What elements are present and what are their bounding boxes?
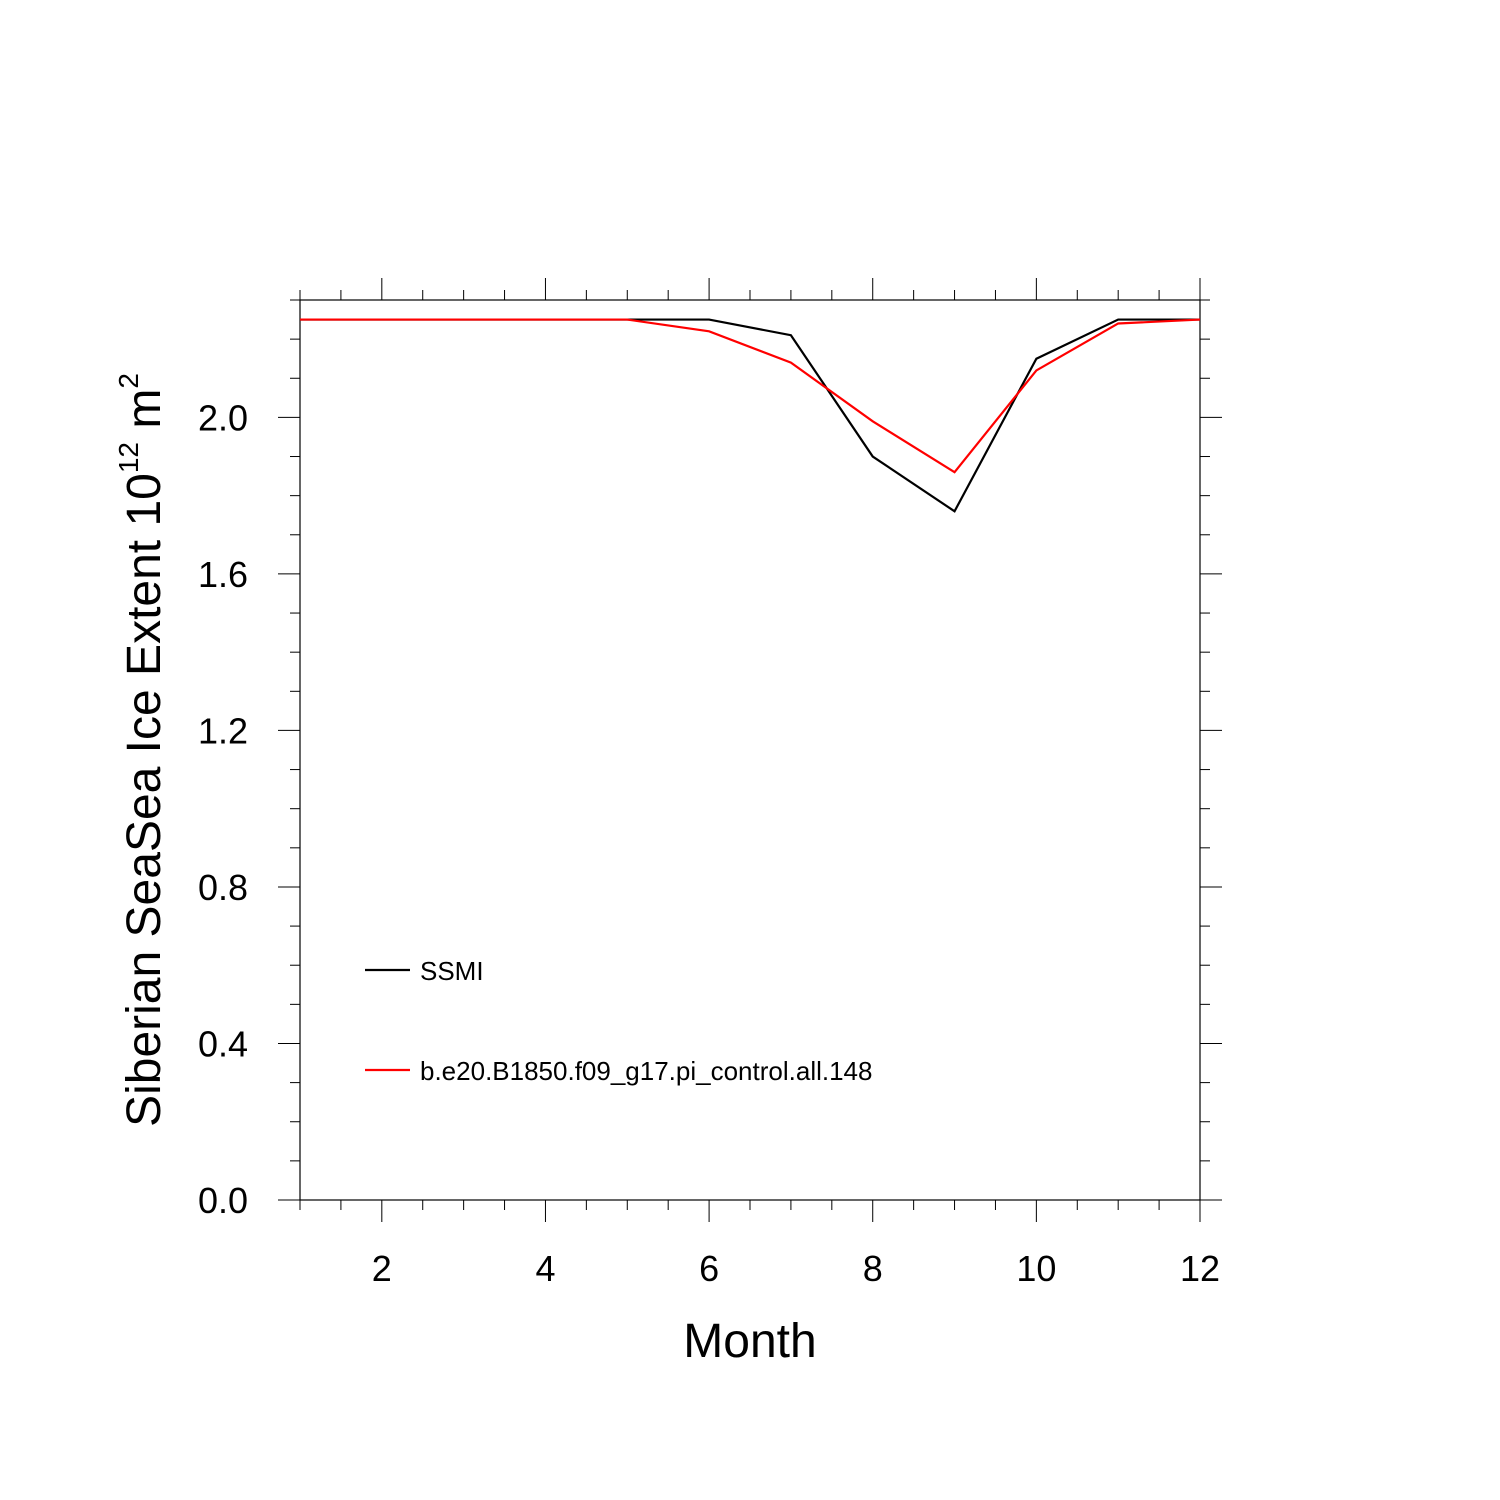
y-tick-label: 0.0 [198, 1180, 248, 1221]
y-tick-label: 1.2 [198, 710, 248, 751]
x-tick-label: 8 [863, 1248, 883, 1289]
y-tick-label: 0.8 [198, 867, 248, 908]
x-axis-label: Month [683, 1315, 816, 1368]
y-axis-label-main: Siberian SeaSea Ice Extent 10 [118, 473, 171, 1127]
x-tick-label: 10 [1016, 1248, 1056, 1289]
x-tick-label: 12 [1180, 1248, 1220, 1289]
y-tick-label: 0.4 [198, 1023, 248, 1064]
series-line-ssmi [300, 318, 1200, 513]
series-lines [300, 318, 1201, 513]
y-axis-label-unit-exponent: 2 [113, 373, 144, 389]
series-line-model [300, 318, 1201, 474]
y-axis-label-exponent: 12 [113, 442, 144, 473]
legend-label-ssmi: SSMI [420, 956, 484, 986]
y-tick-label: 2.0 [198, 397, 248, 438]
y-tick-label: 1.6 [198, 554, 248, 595]
y-axis-label-unit: m [118, 389, 171, 442]
x-tick-label: 4 [535, 1248, 555, 1289]
x-tick-label: 6 [699, 1248, 719, 1289]
axis-ticks [278, 278, 1222, 1222]
x-tick-label: 2 [372, 1248, 392, 1289]
legend: SSMI b.e20.B1850.f09_g17.pi_control.all.… [365, 956, 872, 1086]
y-axis-label: Siberian SeaSea Ice Extent 1012 m2 [113, 373, 171, 1127]
legend-label-model: b.e20.B1850.f09_g17.pi_control.all.148 [420, 1056, 872, 1086]
axis-tick-labels: 2 4 6 8 10 12 0.0 0.4 0.8 1.2 1.6 2.0 [198, 397, 1220, 1289]
